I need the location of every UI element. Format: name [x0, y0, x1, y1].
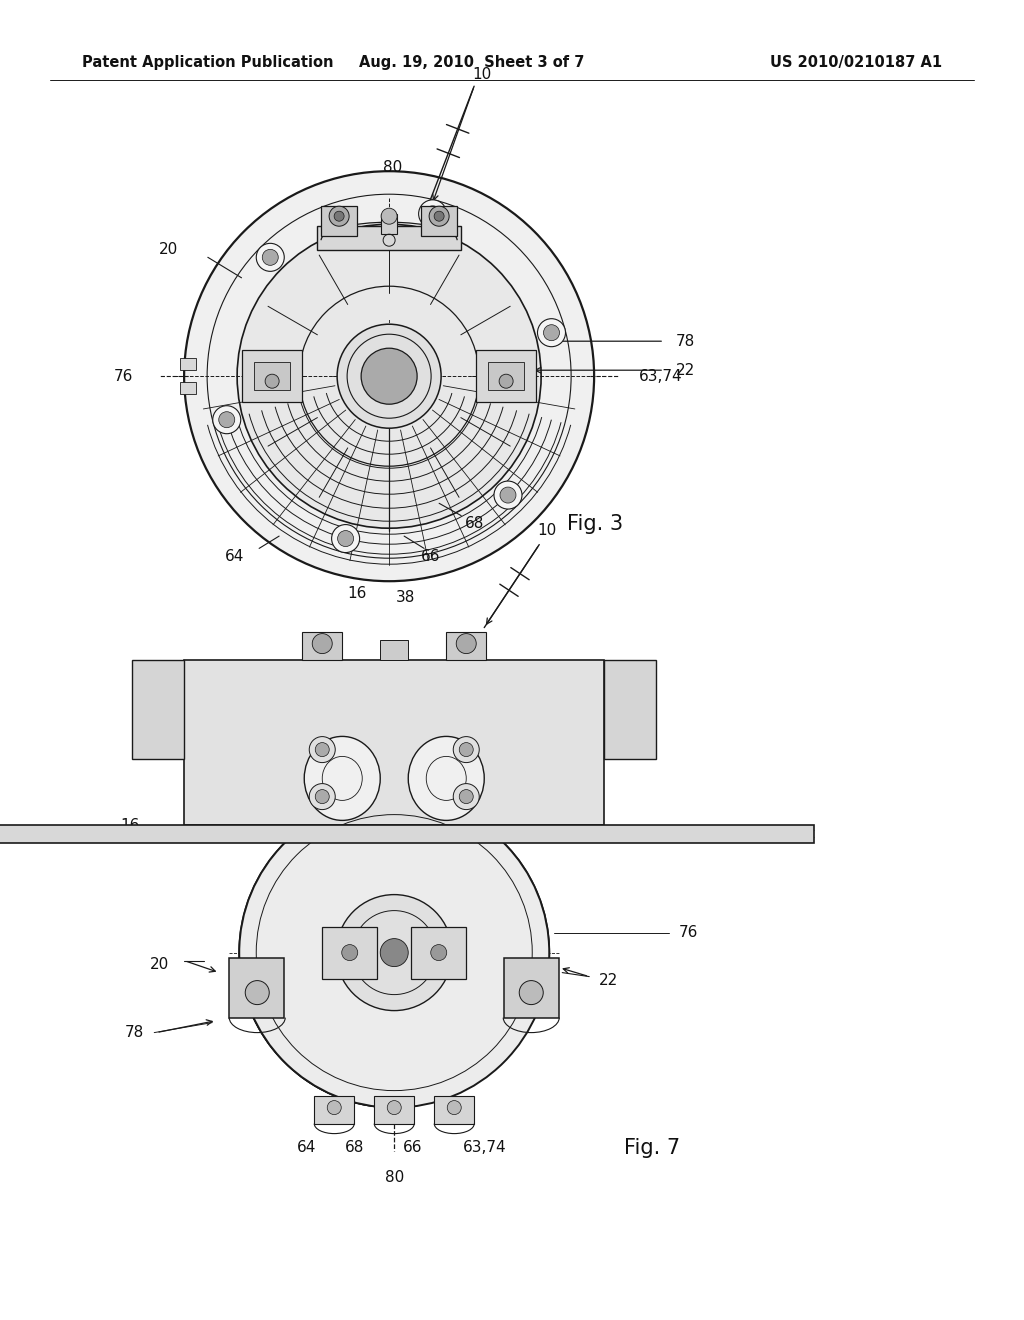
- Text: Fig. 7: Fig. 7: [625, 1138, 680, 1158]
- Ellipse shape: [544, 325, 559, 341]
- Text: Patent Application Publication: Patent Application Publication: [82, 54, 334, 70]
- Bar: [504, 957, 559, 1018]
- Ellipse shape: [361, 348, 417, 404]
- Ellipse shape: [387, 1101, 401, 1114]
- Bar: [180, 383, 197, 395]
- Ellipse shape: [337, 325, 441, 428]
- Ellipse shape: [459, 789, 473, 804]
- Bar: [604, 660, 656, 759]
- Bar: [380, 640, 409, 660]
- Ellipse shape: [380, 939, 409, 966]
- Ellipse shape: [245, 981, 269, 1005]
- Ellipse shape: [262, 249, 279, 265]
- Bar: [323, 927, 377, 978]
- Text: US 2010/0210187 A1: US 2010/0210187 A1: [770, 54, 942, 70]
- Text: 64: 64: [224, 549, 244, 564]
- Text: 63,74: 63,74: [639, 368, 683, 384]
- Text: 10: 10: [472, 67, 492, 82]
- Text: e: e: [443, 701, 450, 710]
- Text: +: +: [338, 701, 346, 710]
- Bar: [322, 206, 357, 236]
- Bar: [314, 1096, 354, 1123]
- Ellipse shape: [434, 211, 444, 222]
- Bar: [381, 214, 397, 234]
- Bar: [412, 927, 466, 978]
- Ellipse shape: [256, 243, 285, 272]
- Ellipse shape: [329, 206, 349, 226]
- Text: 20: 20: [160, 242, 178, 256]
- Bar: [180, 358, 197, 370]
- Ellipse shape: [309, 737, 335, 763]
- Text: 78: 78: [125, 1026, 144, 1040]
- Ellipse shape: [381, 209, 397, 224]
- Ellipse shape: [431, 945, 446, 961]
- Bar: [184, 660, 604, 825]
- Text: 78: 78: [676, 334, 695, 348]
- Ellipse shape: [240, 797, 549, 1107]
- Text: 68: 68: [465, 516, 483, 532]
- Ellipse shape: [500, 487, 516, 503]
- Bar: [302, 631, 342, 660]
- Bar: [476, 350, 537, 403]
- Bar: [0, 825, 814, 842]
- Ellipse shape: [315, 743, 330, 756]
- Text: 76: 76: [114, 368, 133, 384]
- Ellipse shape: [332, 524, 359, 553]
- Bar: [317, 226, 461, 251]
- Ellipse shape: [409, 737, 484, 821]
- Text: 16: 16: [120, 818, 139, 833]
- Ellipse shape: [309, 784, 335, 809]
- Bar: [229, 957, 285, 1018]
- Text: 66: 66: [402, 1140, 422, 1155]
- Bar: [421, 206, 457, 236]
- Ellipse shape: [342, 945, 357, 961]
- Ellipse shape: [184, 172, 594, 581]
- Ellipse shape: [459, 743, 473, 756]
- Ellipse shape: [304, 737, 380, 821]
- Text: 10: 10: [538, 523, 557, 539]
- Ellipse shape: [494, 480, 522, 510]
- Text: 76: 76: [679, 925, 698, 940]
- Ellipse shape: [238, 224, 541, 528]
- Text: 22: 22: [599, 973, 618, 989]
- Ellipse shape: [265, 374, 280, 388]
- Ellipse shape: [454, 784, 479, 809]
- Bar: [132, 660, 184, 759]
- Text: 38: 38: [395, 590, 415, 605]
- Text: 22: 22: [676, 363, 695, 378]
- Bar: [434, 1096, 474, 1123]
- Text: 20: 20: [150, 957, 169, 972]
- Text: Aug. 19, 2010  Sheet 3 of 7: Aug. 19, 2010 Sheet 3 of 7: [359, 54, 585, 70]
- Text: 64: 64: [297, 1140, 316, 1155]
- Text: 68: 68: [344, 1140, 364, 1155]
- Ellipse shape: [315, 789, 330, 804]
- Bar: [254, 362, 290, 391]
- Text: 63,74: 63,74: [463, 1140, 506, 1155]
- Bar: [446, 631, 486, 660]
- Text: 80: 80: [384, 160, 402, 176]
- Ellipse shape: [429, 206, 450, 226]
- Text: 16: 16: [347, 586, 367, 601]
- Bar: [374, 1096, 415, 1123]
- Bar: [488, 362, 524, 391]
- Ellipse shape: [457, 634, 476, 653]
- Ellipse shape: [499, 374, 513, 388]
- Ellipse shape: [538, 318, 565, 347]
- Ellipse shape: [425, 206, 440, 222]
- Ellipse shape: [328, 1101, 341, 1114]
- Ellipse shape: [454, 737, 479, 763]
- Text: Fig. 3: Fig. 3: [567, 513, 624, 533]
- Text: 80: 80: [385, 1170, 403, 1185]
- Ellipse shape: [447, 1101, 461, 1114]
- Ellipse shape: [419, 199, 446, 228]
- Ellipse shape: [338, 531, 353, 546]
- Ellipse shape: [519, 981, 544, 1005]
- Bar: [242, 350, 302, 403]
- Ellipse shape: [219, 412, 234, 428]
- Ellipse shape: [213, 405, 241, 434]
- Ellipse shape: [336, 895, 453, 1011]
- Text: 66: 66: [421, 549, 441, 564]
- Ellipse shape: [312, 634, 332, 653]
- Ellipse shape: [334, 211, 344, 222]
